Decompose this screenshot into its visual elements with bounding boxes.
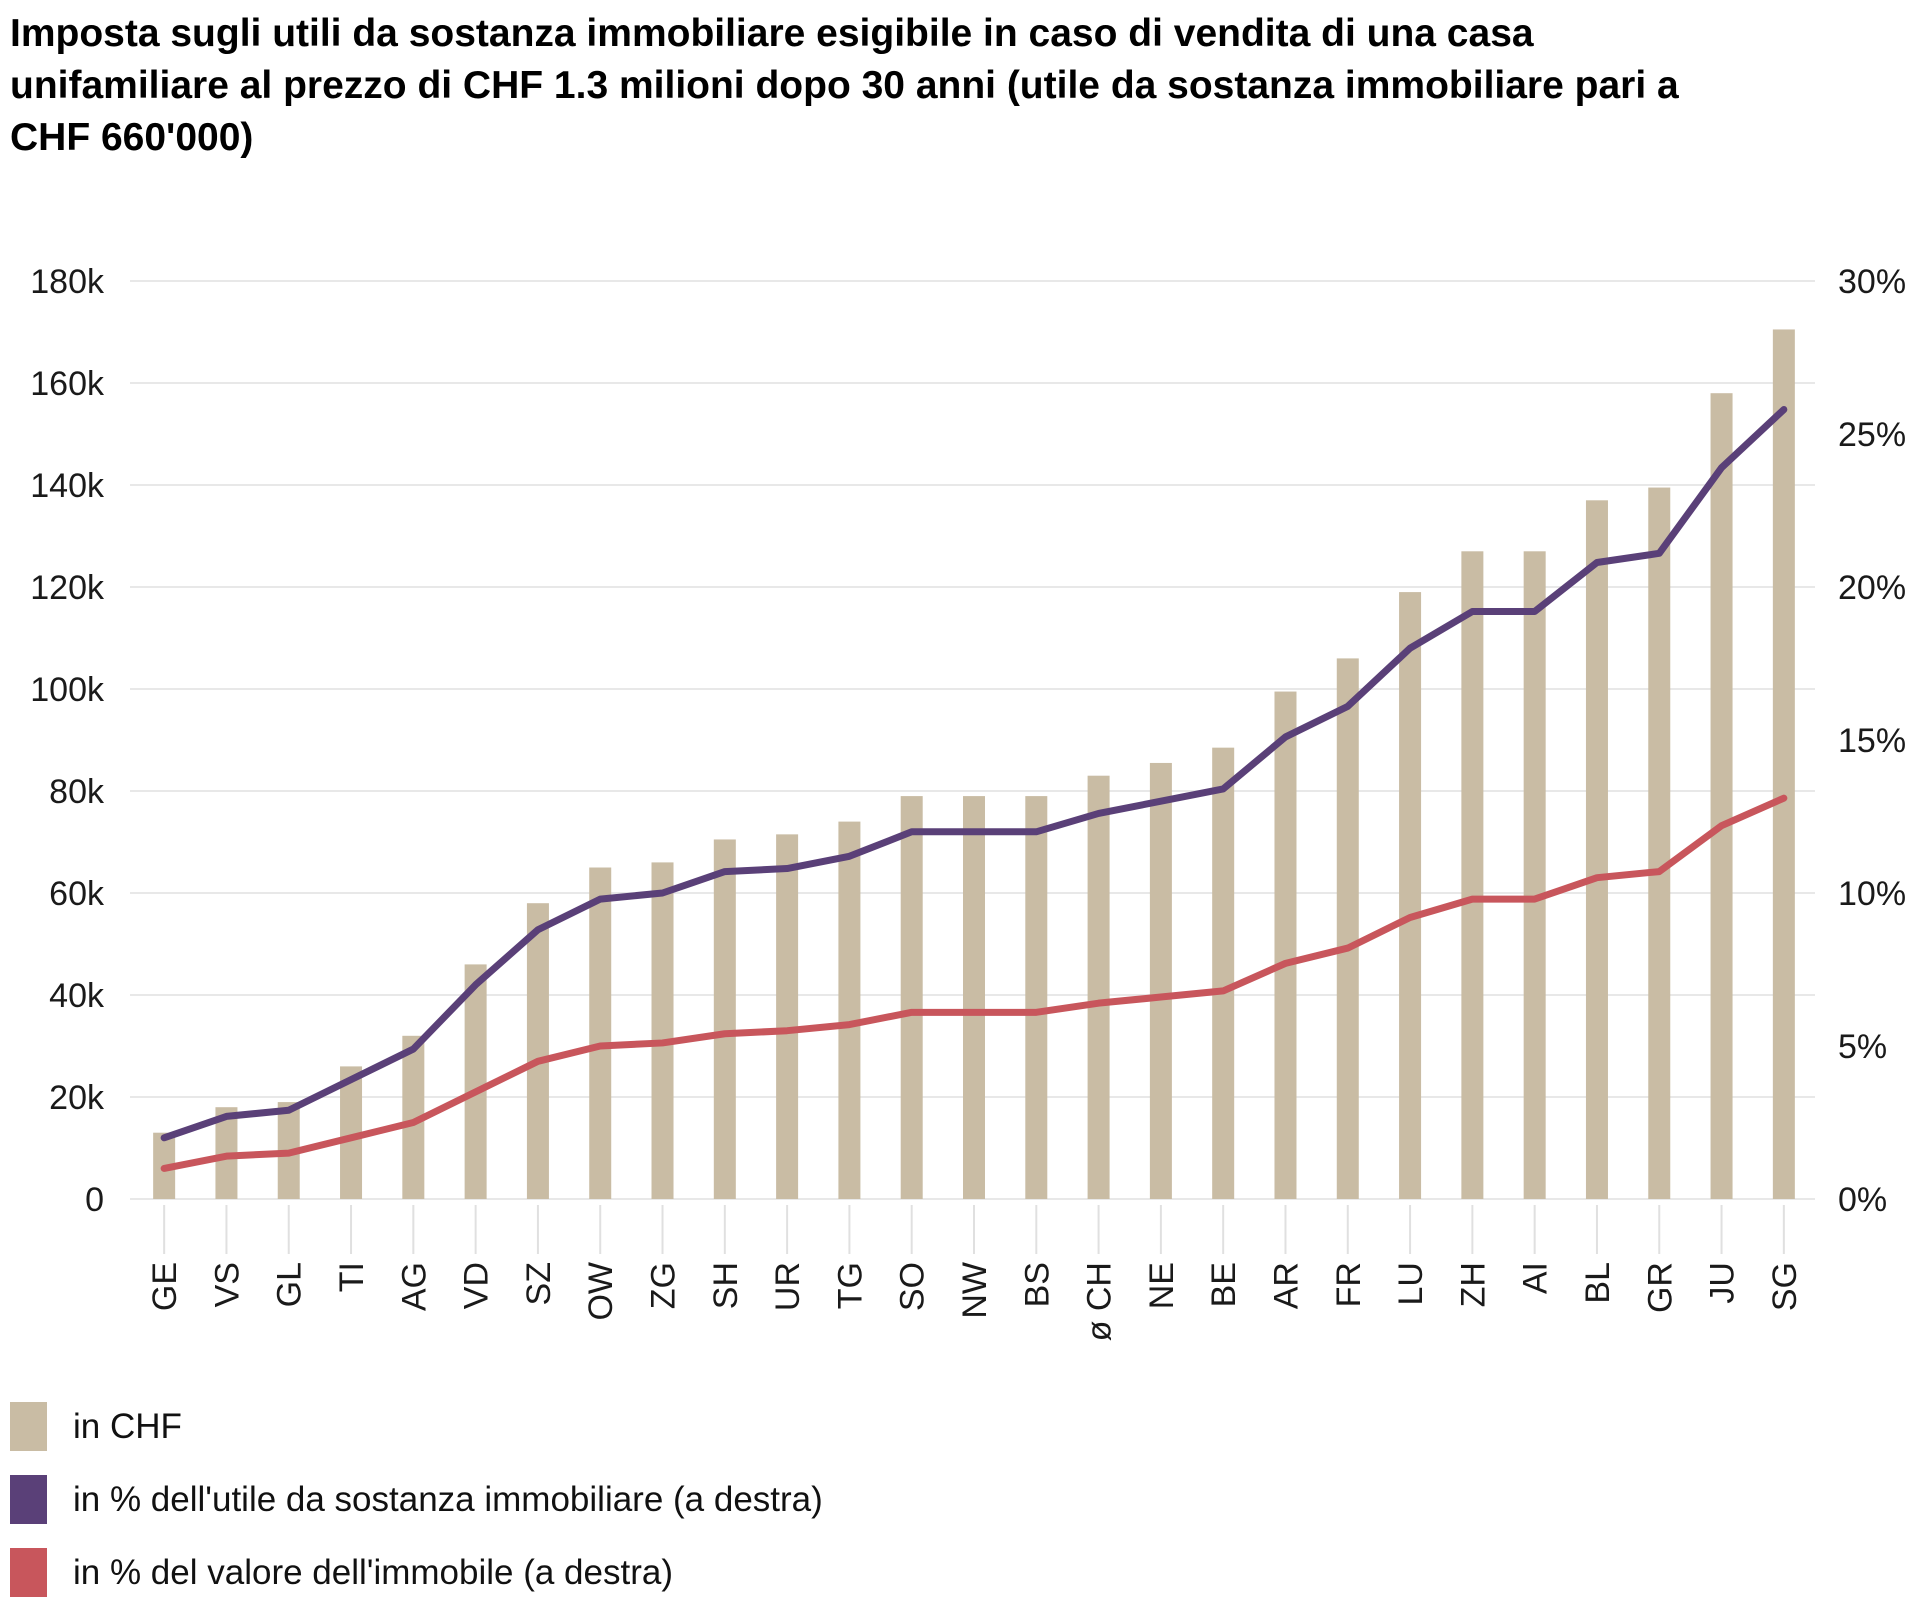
bar-AG [402, 1035, 425, 1199]
x-label-AR: AR [1267, 1262, 1305, 1309]
chart-title: Imposta sugli utili da sostanza immobili… [10, 8, 1900, 164]
bar-JU [1710, 393, 1733, 1199]
bar-TG [838, 821, 861, 1199]
bar-VD [464, 964, 487, 1199]
x-label-JU: JU [1704, 1262, 1742, 1304]
line-gain-pct [160, 406, 1788, 1142]
left-axis-label: 160k [30, 365, 105, 403]
x-label-SZ: SZ [520, 1262, 558, 1305]
x-label-SH: SH [707, 1262, 745, 1309]
x-label-LU: LU [1392, 1262, 1430, 1305]
right-axis-label: 15% [1838, 722, 1906, 760]
x-label-AI: AI [1517, 1262, 1555, 1294]
chart-title-line1: Imposta sugli utili da sostanza immobili… [10, 12, 1534, 55]
legend-label-gain-pct: in % dell'utile da sostanza immobiliare … [73, 1479, 823, 1519]
legend-item-chf: in CHF [10, 1402, 823, 1451]
bar-AI [1523, 551, 1546, 1199]
x-label-TG: TG [831, 1262, 869, 1309]
left-axis-label: 20k [49, 1079, 105, 1117]
legend-item-value-pct: in % del valore dell'immobile (a destra) [10, 1548, 823, 1597]
x-label-GE: GE [146, 1262, 184, 1311]
left-axis-label: 100k [30, 671, 105, 709]
left-axis-label: 80k [49, 773, 105, 811]
chart-title-line3: CHF 660'000) [10, 116, 254, 159]
bar-NW [963, 796, 985, 1199]
x-label-ø-CH: ø CH [1081, 1262, 1119, 1341]
bar-BL [1585, 500, 1608, 1199]
right-axis-label: 10% [1838, 875, 1906, 913]
x-label-VD: VD [458, 1262, 496, 1309]
legend-swatch-bar [10, 1402, 47, 1451]
x-label-BL: BL [1579, 1262, 1617, 1304]
x-label-GR: GR [1641, 1262, 1679, 1313]
chart-title-line2: unifamiliare al prezzo di CHF 1.3 milion… [10, 64, 1679, 107]
bar-ZG [651, 862, 674, 1199]
bar-TI [340, 1066, 363, 1199]
bar-SH [713, 839, 736, 1199]
bar-SZ [526, 903, 549, 1199]
left-axis-label: 180k [30, 263, 105, 301]
right-axis-label: 30% [1838, 263, 1906, 301]
right-axis-label: 0% [1838, 1181, 1887, 1219]
x-label-NW: NW [956, 1262, 994, 1319]
legend-swatch-gain-pct [10, 1475, 47, 1524]
x-label-SG: SG [1766, 1262, 1804, 1311]
left-axis-label: 60k [49, 875, 105, 913]
x-label-GL: GL [271, 1262, 309, 1307]
left-axis-label: 0 [85, 1181, 104, 1219]
bar-UR [776, 834, 799, 1199]
x-label-UR: UR [769, 1262, 807, 1311]
bar-NE [1149, 762, 1172, 1199]
bar-FR [1336, 658, 1359, 1199]
x-label-TI: TI [333, 1262, 371, 1292]
left-axis-label: 140k [30, 467, 105, 505]
legend-label-value-pct: in % del valore dell'immobile (a destra) [73, 1552, 673, 1592]
bar-SG [1772, 329, 1795, 1199]
bar-SO [900, 796, 923, 1199]
left-axis-label: 120k [30, 569, 105, 607]
legend-swatch-value-pct [10, 1548, 47, 1597]
bar-AR [1274, 691, 1297, 1199]
bar-GR [1648, 487, 1671, 1199]
legend-item-gain-pct: in % dell'utile da sostanza immobiliare … [10, 1475, 823, 1524]
bar-OW [589, 867, 612, 1199]
legend: in CHF in % dell'utile da sostanza immob… [10, 1402, 823, 1613]
legend-label-chf: in CHF [73, 1406, 182, 1446]
x-label-ZH: ZH [1454, 1262, 1492, 1307]
bar-BE [1212, 747, 1235, 1199]
right-axis-label: 20% [1838, 569, 1906, 607]
x-label-VS: VS [208, 1262, 246, 1307]
x-label-ZG: ZG [645, 1262, 683, 1309]
right-axis-label: 25% [1838, 416, 1906, 454]
x-label-BS: BS [1018, 1262, 1056, 1307]
bar-ZH [1461, 551, 1484, 1199]
line-value-pct [160, 794, 1788, 1172]
x-label-FR: FR [1330, 1262, 1368, 1307]
bar-ø-CH [1087, 775, 1110, 1199]
right-axis-label: 5% [1838, 1028, 1887, 1066]
x-label-BE: BE [1205, 1262, 1243, 1307]
x-label-OW: OW [582, 1262, 620, 1321]
x-label-SO: SO [894, 1262, 932, 1311]
left-axis-label: 40k [49, 977, 105, 1015]
x-label-AG: AG [395, 1262, 433, 1311]
bar-BS [1025, 796, 1048, 1199]
x-label-NE: NE [1143, 1262, 1181, 1309]
bar-LU [1399, 592, 1422, 1199]
